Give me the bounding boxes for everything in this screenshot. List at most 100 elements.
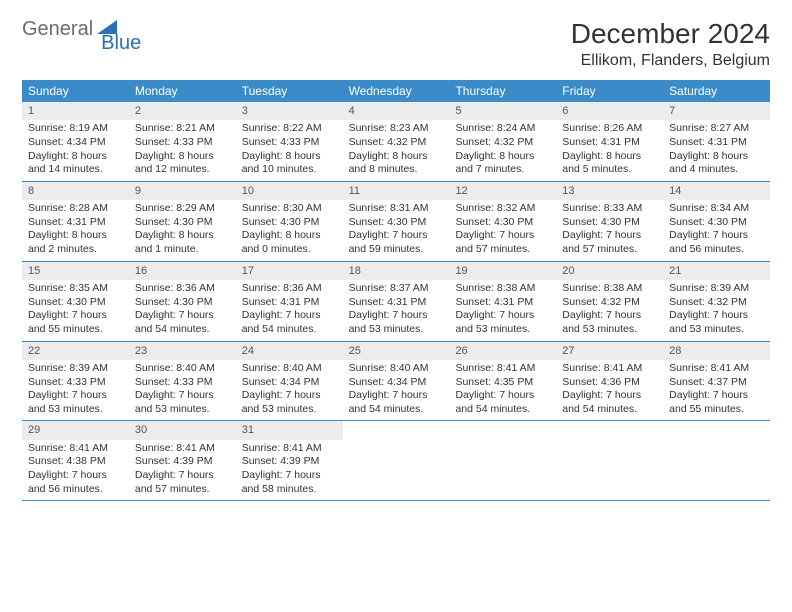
day-number: 25	[343, 342, 450, 360]
sunset-text: Sunset: 4:31 PM	[349, 296, 444, 310]
day-cell: 20Sunrise: 8:38 AMSunset: 4:32 PMDayligh…	[556, 262, 663, 341]
day-cell: 26Sunrise: 8:41 AMSunset: 4:35 PMDayligh…	[449, 342, 556, 421]
sunrise-text: Sunrise: 8:41 AM	[28, 442, 123, 456]
day-number: 13	[556, 182, 663, 200]
day-number: 31	[236, 421, 343, 439]
location-text: Ellikom, Flanders, Belgium	[571, 52, 770, 70]
day-cell: 7Sunrise: 8:27 AMSunset: 4:31 PMDaylight…	[663, 102, 770, 181]
sunset-text: Sunset: 4:32 PM	[669, 296, 764, 310]
day-cell: 21Sunrise: 8:39 AMSunset: 4:32 PMDayligh…	[663, 262, 770, 341]
day-cell: 19 Sunrise: 8:38 AMSunset: 4:31 PMDayligh…	[449, 262, 556, 341]
day-body: Sunrise: 8:39 AMSunset: 4:33 PMDaylight:…	[22, 360, 129, 421]
day-body: Sunrise: 8:41 AMSunset: 4:36 PMDaylight:…	[556, 360, 663, 421]
day-number: 22	[22, 342, 129, 360]
sunrise-text: Sunrise: 8:38 AM	[455, 282, 550, 296]
daylight-text: Daylight: 8 hours and 7 minutes.	[455, 150, 550, 177]
sunrise-text: Sunrise: 8:40 AM	[135, 362, 230, 376]
sunrise-text: Sunrise: 8:35 AM	[28, 282, 123, 296]
week-row: 29Sunrise: 8:41 AMSunset: 4:38 PMDayligh…	[22, 421, 770, 501]
daylight-text: Daylight: 7 hours and 56 minutes.	[28, 469, 123, 496]
weekday-header: Saturday	[663, 80, 770, 102]
sunset-text: Sunset: 4:37 PM	[669, 376, 764, 390]
day-body: Sunrise: 8:31 AMSunset: 4:30 PMDaylight:…	[343, 200, 450, 261]
day-body: Sunrise: 8:26 AMSunset: 4:31 PMDaylight:…	[556, 120, 663, 181]
daylight-text: Daylight: 7 hours and 53 minutes.	[455, 309, 550, 336]
day-cell: 2Sunrise: 8:21 AMSunset: 4:33 PMDaylight…	[129, 102, 236, 181]
day-number: 15	[22, 262, 129, 280]
day-number: 20	[556, 262, 663, 280]
sunrise-text: Sunrise: 8:29 AM	[135, 202, 230, 216]
day-number: 21	[663, 262, 770, 280]
day-cell: 12Sunrise: 8:32 AMSunset: 4:30 PMDayligh…	[449, 182, 556, 261]
weekday-header: Tuesday	[236, 80, 343, 102]
sunset-text: Sunset: 4:36 PM	[562, 376, 657, 390]
daylight-text: Daylight: 7 hours and 55 minutes.	[669, 389, 764, 416]
title-block: December 2024 Ellikom, Flanders, Belgium	[571, 18, 770, 70]
day-cell: 15Sunrise: 8:35 AMSunset: 4:30 PMDayligh…	[22, 262, 129, 341]
daylight-text: Daylight: 7 hours and 57 minutes.	[135, 469, 230, 496]
daylight-text: Daylight: 8 hours and 14 minutes.	[28, 150, 123, 177]
daylight-text: Daylight: 7 hours and 53 minutes.	[349, 309, 444, 336]
day-body: Sunrise: 8:41 AMSunset: 4:38 PMDaylight:…	[22, 440, 129, 501]
weekday-header-row: Sunday Monday Tuesday Wednesday Thursday…	[22, 80, 770, 102]
weekday-header: Thursday	[449, 80, 556, 102]
sunrise-text: Sunrise: 8:31 AM	[349, 202, 444, 216]
day-body: Sunrise: 8:32 AMSunset: 4:30 PMDaylight:…	[449, 200, 556, 261]
sunset-text: Sunset: 4:30 PM	[349, 216, 444, 230]
day-number: 19	[449, 262, 556, 280]
sunset-text: Sunset: 4:31 PM	[242, 296, 337, 310]
day-number: 3	[236, 102, 343, 120]
sunset-text: Sunset: 4:31 PM	[455, 296, 550, 310]
sunset-text: Sunset: 4:39 PM	[135, 455, 230, 469]
empty-cell	[449, 421, 556, 500]
day-cell: 25Sunrise: 8:40 AMSunset: 4:34 PMDayligh…	[343, 342, 450, 421]
sunset-text: Sunset: 4:30 PM	[669, 216, 764, 230]
sunset-text: Sunset: 4:35 PM	[455, 376, 550, 390]
sunrise-text: Sunrise: 8:37 AM	[349, 282, 444, 296]
day-body: Sunrise: 8:34 AMSunset: 4:30 PMDaylight:…	[663, 200, 770, 261]
day-body: Sunrise: 8:24 AMSunset: 4:32 PMDaylight:…	[449, 120, 556, 181]
sunrise-text: Sunrise: 8:24 AM	[455, 122, 550, 136]
sunrise-text: Sunrise: 8:39 AM	[669, 282, 764, 296]
daylight-text: Daylight: 8 hours and 4 minutes.	[669, 150, 764, 177]
day-body: Sunrise: 8:23 AMSunset: 4:32 PMDaylight:…	[343, 120, 450, 181]
week-row: 8Sunrise: 8:28 AMSunset: 4:31 PMDaylight…	[22, 182, 770, 262]
sunset-text: Sunset: 4:33 PM	[135, 136, 230, 150]
sunrise-text: Sunrise: 8:41 AM	[135, 442, 230, 456]
day-cell: 1Sunrise: 8:19 AMSunset: 4:34 PMDaylight…	[22, 102, 129, 181]
day-cell: 3Sunrise: 8:22 AMSunset: 4:33 PMDaylight…	[236, 102, 343, 181]
empty-cell	[663, 421, 770, 500]
day-body: Sunrise: 8:41 AMSunset: 4:35 PMDaylight:…	[449, 360, 556, 421]
brand-logo: General Blue	[22, 18, 141, 41]
day-number: 1	[22, 102, 129, 120]
day-cell: 10Sunrise: 8:30 AMSunset: 4:30 PMDayligh…	[236, 182, 343, 261]
daylight-text: Daylight: 8 hours and 5 minutes.	[562, 150, 657, 177]
day-body: Sunrise: 8:41 AMSunset: 4:39 PMDaylight:…	[129, 440, 236, 501]
day-number: 5	[449, 102, 556, 120]
page-header: General Blue December 2024 Ellikom, Flan…	[22, 18, 770, 70]
day-body: Sunrise: 8:39 AMSunset: 4:32 PMDaylight:…	[663, 280, 770, 341]
day-cell: 24Sunrise: 8:40 AMSunset: 4:34 PMDayligh…	[236, 342, 343, 421]
weekday-header: Wednesday	[343, 80, 450, 102]
day-body: Sunrise: 8:22 AMSunset: 4:33 PMDaylight:…	[236, 120, 343, 181]
daylight-text: Daylight: 7 hours and 53 minutes.	[135, 389, 230, 416]
day-cell: 31Sunrise: 8:41 AMSunset: 4:39 PMDayligh…	[236, 421, 343, 500]
daylight-text: Daylight: 7 hours and 53 minutes.	[669, 309, 764, 336]
day-body: Sunrise: 8:36 AMSunset: 4:30 PMDaylight:…	[129, 280, 236, 341]
daylight-text: Daylight: 7 hours and 54 minutes.	[135, 309, 230, 336]
calendar-grid: Sunday Monday Tuesday Wednesday Thursday…	[22, 80, 770, 501]
week-row: 22Sunrise: 8:39 AMSunset: 4:33 PMDayligh…	[22, 342, 770, 422]
day-cell: 11Sunrise: 8:31 AMSunset: 4:30 PMDayligh…	[343, 182, 450, 261]
day-body: Sunrise: 8:38 AMSunset: 4:32 PMDaylight:…	[556, 280, 663, 341]
sunrise-text: Sunrise: 8:41 AM	[669, 362, 764, 376]
sunrise-text: Sunrise: 8:26 AM	[562, 122, 657, 136]
daylight-text: Daylight: 8 hours and 2 minutes.	[28, 229, 123, 256]
sunrise-text: Sunrise: 8:23 AM	[349, 122, 444, 136]
day-body: Sunrise: 8:21 AMSunset: 4:33 PMDaylight:…	[129, 120, 236, 181]
sunrise-text: Sunrise: 8:40 AM	[242, 362, 337, 376]
day-number: 12	[449, 182, 556, 200]
brand-text-general: General	[22, 18, 93, 41]
day-cell: 22Sunrise: 8:39 AMSunset: 4:33 PMDayligh…	[22, 342, 129, 421]
day-cell: 4Sunrise: 8:23 AMSunset: 4:32 PMDaylight…	[343, 102, 450, 181]
day-body: Sunrise: 8:29 AMSunset: 4:30 PMDaylight:…	[129, 200, 236, 261]
